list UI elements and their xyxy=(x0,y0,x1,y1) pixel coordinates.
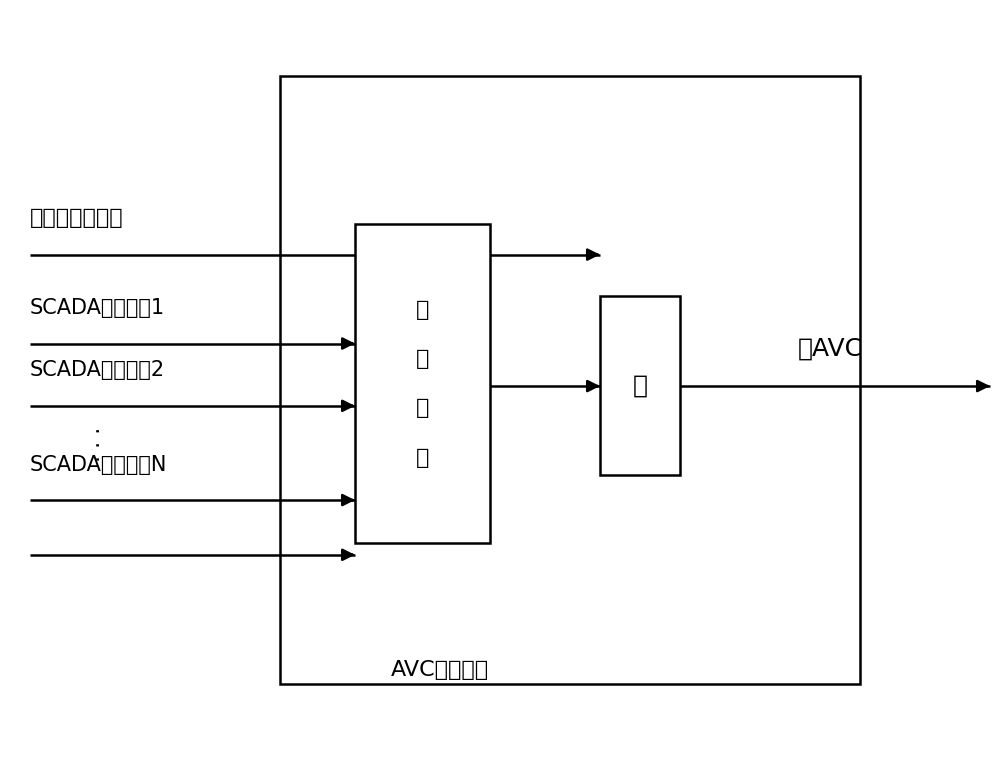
Text: 单: 单 xyxy=(416,398,429,419)
Text: SCADA保护信号N: SCADA保护信号N xyxy=(30,455,167,475)
Text: 红外感应开关量: 红外感应开关量 xyxy=(30,208,124,228)
Text: AVC保护逻辑: AVC保护逻辑 xyxy=(391,660,489,680)
Text: SCADA保护信号1: SCADA保护信号1 xyxy=(30,298,165,318)
Text: · · ·: · · · xyxy=(90,427,110,462)
Text: 辑: 辑 xyxy=(416,349,429,369)
Bar xyxy=(600,296,680,475)
Bar xyxy=(355,224,490,543)
Text: SCADA保护信号2: SCADA保护信号2 xyxy=(30,360,165,380)
Text: 退AVC: 退AVC xyxy=(798,337,862,361)
Bar xyxy=(280,76,860,684)
Text: 逻: 逻 xyxy=(416,299,429,320)
Text: 元: 元 xyxy=(416,448,429,468)
Text: 或: 或 xyxy=(633,374,648,398)
